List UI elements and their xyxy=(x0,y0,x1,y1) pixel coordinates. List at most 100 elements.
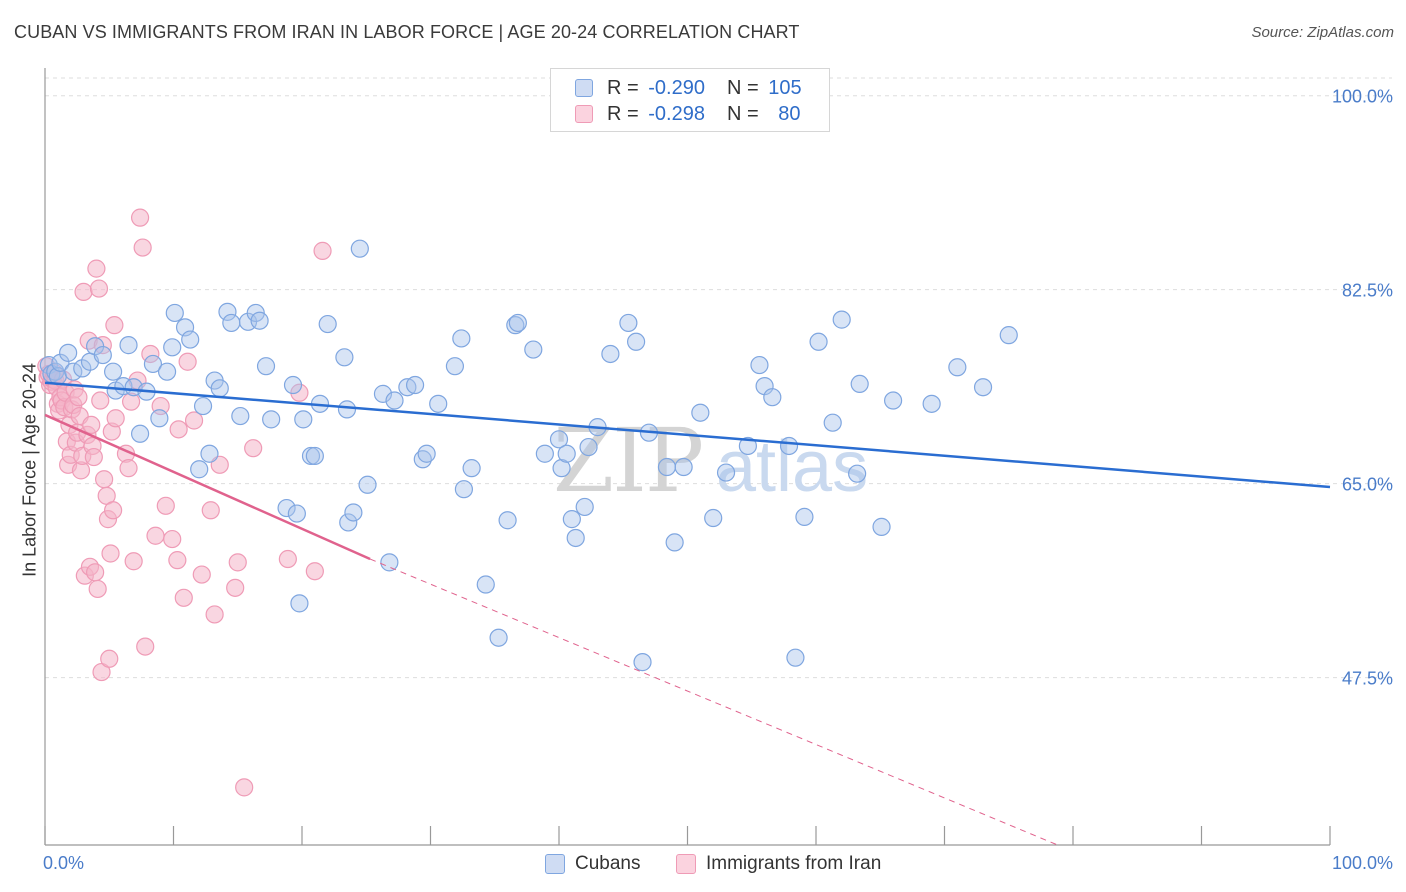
cubans-point xyxy=(350,239,369,258)
cubans-point xyxy=(562,510,581,529)
iran-point xyxy=(119,459,138,478)
cubans-point xyxy=(130,424,150,443)
cubans-point xyxy=(750,355,769,375)
iran-point xyxy=(244,439,263,458)
iran-point xyxy=(86,563,105,582)
cubans-point xyxy=(358,475,377,494)
tick-labels: 47.5% 65.0% 82.5% 100.0% 0.0% 100.0% xyxy=(43,87,1393,873)
iran-point xyxy=(136,637,155,656)
cubans-point xyxy=(557,444,576,463)
cubans-point xyxy=(143,354,163,374)
legend-n-label: N = xyxy=(726,103,759,125)
legend-row-cubans: R = -0.290 N = 105 xyxy=(575,76,802,100)
iran-point xyxy=(305,562,324,581)
iran-point xyxy=(95,470,114,489)
y-tick-label: 82.5% xyxy=(1342,281,1393,301)
cubans-point xyxy=(294,410,313,429)
iran-trend-extension xyxy=(369,558,1058,846)
legend-r-value: -0.290 xyxy=(648,77,705,99)
iran-point xyxy=(169,420,188,439)
legend-swatch-cubans xyxy=(575,79,593,97)
iran-point xyxy=(105,316,124,335)
iran-point xyxy=(74,282,93,302)
axes xyxy=(44,68,1331,846)
cubans-point xyxy=(93,345,112,365)
cubans-point xyxy=(566,528,585,548)
iran-point xyxy=(130,208,150,227)
chart-title: CUBAN VS IMMIGRANTS FROM IRAN IN LABOR F… xyxy=(14,22,800,42)
legend-item-iran: Immigrants from Iran xyxy=(676,851,881,877)
cubans-point xyxy=(535,444,554,463)
cubans-point xyxy=(337,400,357,419)
legend-r-label: R = xyxy=(607,103,639,125)
cubans-point xyxy=(601,344,620,364)
cubans-point xyxy=(795,507,814,527)
iran-point xyxy=(178,352,197,371)
legend-swatch-iran xyxy=(676,854,696,874)
iran-point xyxy=(101,544,120,563)
cubans-point xyxy=(104,362,123,381)
cubans-point xyxy=(508,313,527,333)
cubans-point xyxy=(883,391,903,410)
iran-point xyxy=(313,241,332,260)
cubans-point xyxy=(489,628,508,647)
legend-item-cubans: Cubans xyxy=(545,851,641,877)
iran-point xyxy=(121,392,141,411)
iran-point xyxy=(100,649,119,668)
cubans-point xyxy=(344,503,363,522)
cubans-point xyxy=(59,343,78,362)
iran-point xyxy=(201,501,220,520)
cubans-point xyxy=(786,648,805,667)
grid-lines xyxy=(45,77,1392,679)
cubans-point xyxy=(250,311,269,330)
cubans-point xyxy=(165,303,184,323)
x-tick-label: 0.0% xyxy=(43,853,84,873)
iran-point xyxy=(124,552,143,571)
cubans-point xyxy=(716,463,736,482)
cubans-point xyxy=(738,436,757,456)
series-legend: Cubans Immigrants from Iran xyxy=(0,851,1406,877)
iran-point xyxy=(84,447,103,467)
cubans-point xyxy=(674,457,693,477)
iran-point xyxy=(163,529,182,549)
iran-point xyxy=(104,501,123,520)
iran-point xyxy=(89,279,109,298)
cubans-point xyxy=(779,436,799,456)
stats-legend: R = -0.290 N = 105 R = -0.298 N = 80 xyxy=(550,68,830,132)
cubans-point xyxy=(872,517,891,536)
series-iran-points xyxy=(37,208,332,797)
iran-point xyxy=(228,553,247,572)
iran-point xyxy=(69,388,88,407)
legend-row-iran: R = -0.298 N = 80 xyxy=(575,102,800,126)
cubans-point xyxy=(763,388,782,407)
cubans-point xyxy=(691,403,710,422)
cubans-point xyxy=(339,513,358,532)
cubans-point xyxy=(231,406,250,426)
legend-label-iran: Immigrants from Iran xyxy=(706,853,882,874)
y-tick-label: 47.5% xyxy=(1342,669,1393,689)
cubans-point xyxy=(218,302,237,321)
cubans-point xyxy=(476,575,495,594)
cubans-point xyxy=(290,594,309,613)
legend-r-label: R = xyxy=(607,77,639,99)
cubans-point xyxy=(454,480,474,499)
x-tick-label: 100.0% xyxy=(1332,853,1393,873)
iran-point xyxy=(106,409,125,428)
iran-point xyxy=(88,579,107,599)
legend-n-value: 80 xyxy=(778,103,801,125)
iran-point xyxy=(82,415,101,435)
cubans-point xyxy=(210,379,229,398)
cubans-point xyxy=(200,444,219,463)
cubans-point xyxy=(385,391,404,410)
cubans-point xyxy=(850,374,869,393)
cubans-point xyxy=(277,498,296,518)
cubans-point xyxy=(445,357,465,376)
y-axis-label: In Labor Force | Age 20-24 xyxy=(19,363,40,577)
cubans-point xyxy=(157,362,177,381)
cubans-point xyxy=(575,497,594,517)
iran-point xyxy=(156,496,175,515)
legend-r-value: -0.298 xyxy=(648,103,705,125)
cubans-point xyxy=(193,396,213,416)
iran-point xyxy=(235,778,254,797)
cubans-point xyxy=(665,533,684,552)
